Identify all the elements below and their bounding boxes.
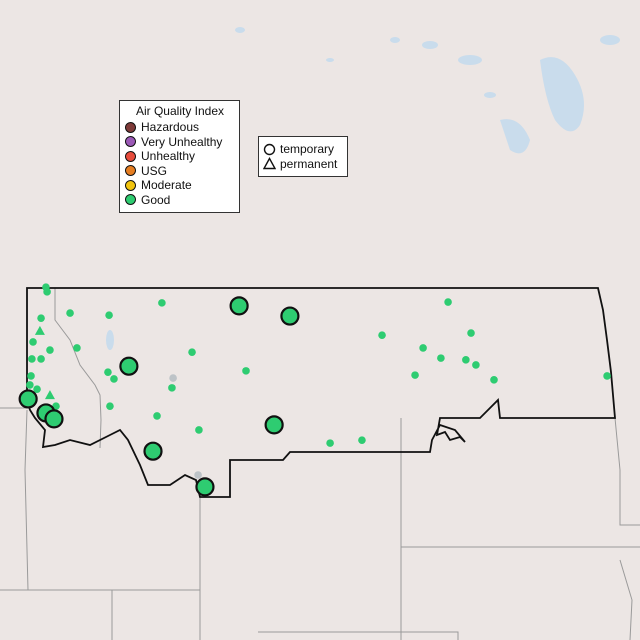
monitor-marker[interactable] [194, 471, 202, 479]
monitor-marker[interactable] [43, 288, 51, 296]
monitor-marker[interactable] [378, 331, 386, 339]
monitor-marker[interactable] [444, 298, 452, 306]
legend-item-good: Good [125, 193, 235, 208]
monitor-marker[interactable] [419, 344, 427, 352]
legend-item-very-unhealthy: Very Unhealthy [125, 135, 235, 150]
legend-label: temporary [280, 142, 335, 157]
temporary-monitor-marker[interactable] [264, 415, 284, 435]
legend-item-hazardous: Hazardous [125, 120, 235, 135]
color-swatch-icon [125, 150, 136, 162]
legend-label: permanent [280, 156, 338, 171]
temporary-monitor-marker[interactable] [229, 296, 249, 316]
temporary-monitor-marker[interactable] [18, 389, 38, 409]
monitor-marker[interactable] [467, 329, 475, 337]
monitor-marker[interactable] [153, 412, 161, 420]
monitor-marker[interactable] [168, 384, 176, 392]
monitor-marker[interactable] [66, 309, 74, 317]
monitor-marker[interactable] [169, 374, 177, 382]
monitor-marker[interactable] [29, 338, 37, 346]
monitor-marker[interactable] [73, 344, 81, 352]
permanent-monitor-marker[interactable] [34, 325, 45, 335]
monitor-marker[interactable] [110, 375, 118, 383]
color-swatch-icon [125, 165, 136, 177]
monitor-marker[interactable] [411, 371, 419, 379]
monitor-marker[interactable] [472, 361, 480, 369]
monitor-marker[interactable] [46, 346, 54, 354]
temporary-monitor-marker[interactable] [119, 356, 139, 376]
state-borders [0, 288, 640, 640]
aqi-legend-title: Air Quality Index [135, 104, 225, 118]
region-outline [26, 287, 616, 498]
monitor-marker[interactable] [28, 355, 36, 363]
monitor-marker[interactable] [326, 439, 334, 447]
monitor-marker[interactable] [188, 348, 196, 356]
monitor-marker[interactable] [158, 299, 166, 307]
aqi-legend: Air Quality Index Hazardous Very Unhealth… [119, 100, 240, 213]
legend-label: USG [141, 163, 168, 178]
legend-label: Moderate [141, 178, 192, 193]
monitor-marker[interactable] [104, 368, 112, 376]
legend-label: Unhealthy [141, 149, 196, 164]
color-swatch-icon [125, 179, 136, 191]
temporary-monitor-marker[interactable] [143, 441, 163, 461]
legend-label: Very Unhealthy [141, 134, 223, 149]
monitor-marker[interactable] [437, 354, 445, 362]
monitor-marker[interactable] [33, 385, 41, 393]
monitor-marker[interactable] [105, 311, 113, 319]
monitor-marker[interactable] [490, 375, 498, 384]
monitor-marker[interactable] [195, 426, 203, 434]
legend-label: Hazardous [141, 120, 200, 135]
monitor-type-legend: temporary permanent [258, 136, 348, 177]
color-swatch-icon [125, 136, 136, 148]
monitor-marker[interactable] [462, 356, 470, 364]
legend-item-moderate: Moderate [125, 178, 235, 193]
color-swatch-icon [125, 121, 136, 133]
monitor-marker[interactable] [27, 372, 35, 380]
circle-icon [263, 143, 276, 155]
legend-label: Good [141, 192, 171, 207]
triangle-icon [263, 157, 276, 170]
legend-item-unhealthy: Unhealthy [125, 149, 235, 164]
monitor-markers [18, 283, 611, 497]
color-swatch-icon [125, 194, 136, 206]
monitor-marker[interactable] [37, 314, 45, 322]
monitor-marker[interactable] [37, 355, 45, 363]
monitor-marker[interactable] [603, 372, 611, 380]
permanent-monitor-marker[interactable] [44, 390, 55, 400]
monitor-marker[interactable] [358, 436, 366, 444]
lakes [106, 27, 620, 350]
monitor-marker[interactable] [242, 367, 250, 375]
temporary-monitor-marker[interactable] [44, 409, 64, 429]
temporary-monitor-marker[interactable] [280, 306, 300, 326]
monitor-marker[interactable] [106, 402, 114, 410]
legend-item-usg: USG [125, 164, 235, 179]
legend-item-permanent: permanent [263, 157, 347, 172]
monitor-marker[interactable] [26, 381, 34, 389]
temporary-monitor-marker[interactable] [195, 477, 215, 497]
legend-item-temporary: temporary [263, 142, 347, 157]
